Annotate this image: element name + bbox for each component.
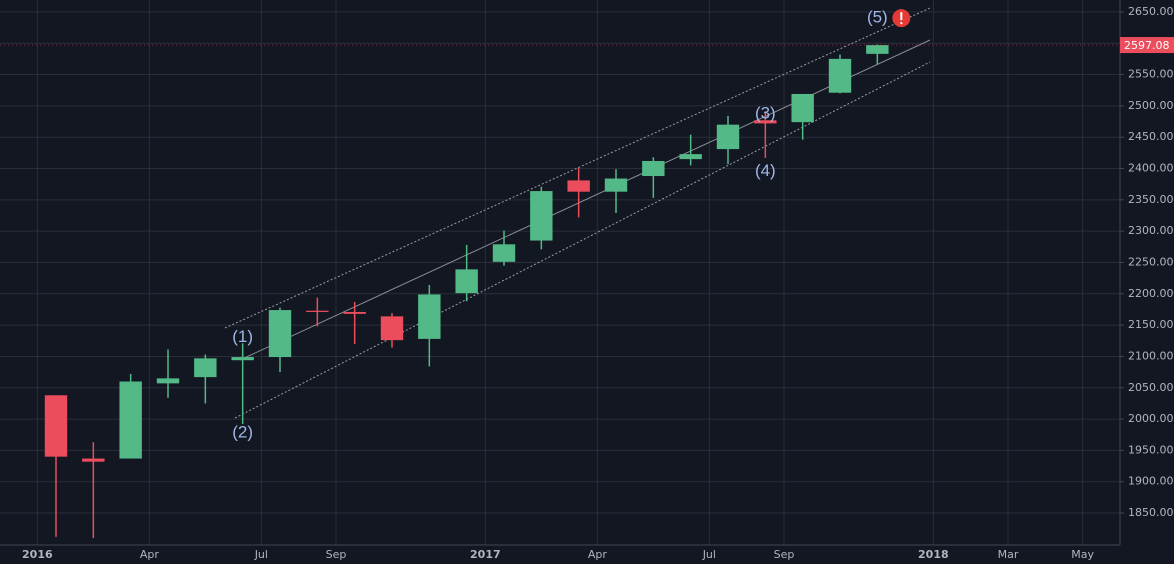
- x-tick-label: Jul: [702, 548, 716, 561]
- candle-body: [791, 93, 814, 123]
- y-tick-label: 2250.00: [1128, 255, 1174, 268]
- wave-label: (1): [232, 327, 253, 346]
- y-tick-label: 2400.00: [1128, 162, 1174, 175]
- y-tick-label: 2350.00: [1128, 193, 1174, 206]
- grid: [0, 0, 1120, 545]
- y-tick-label: 2100.00: [1128, 349, 1174, 362]
- candle-body: [828, 58, 852, 93]
- y-tick-label: 1950.00: [1128, 443, 1174, 456]
- candle-body: [231, 357, 254, 361]
- candle-body: [156, 378, 180, 384]
- candle-body: [754, 120, 777, 124]
- y-tick-label: 1900.00: [1128, 475, 1174, 488]
- alert-icon-dot: [900, 22, 903, 25]
- candle-body: [866, 45, 889, 54]
- candle-body: [530, 191, 553, 241]
- x-tick-label: 2018: [918, 548, 949, 561]
- candle-body: [492, 244, 516, 262]
- candle-body: [567, 180, 590, 192]
- alert-icon-mark: [900, 12, 903, 21]
- candles: [44, 44, 889, 539]
- x-tick-label: Jul: [254, 548, 268, 561]
- candle-body: [418, 294, 441, 339]
- y-tick-label: 2150.00: [1128, 318, 1174, 331]
- x-tick-label: Sep: [774, 548, 795, 561]
- candle-body: [455, 269, 478, 294]
- wave-label: (5): [867, 8, 888, 27]
- x-tick-label: May: [1071, 548, 1094, 561]
- y-tick-label: 2500.00: [1128, 99, 1174, 112]
- last-price-label: 2597.08: [1124, 39, 1170, 52]
- x-tick-label: 2017: [470, 548, 501, 561]
- x-tick-label: 2016: [22, 548, 53, 561]
- candle-body: [380, 316, 404, 341]
- channel-upper: [224, 7, 931, 329]
- candle-body: [194, 358, 217, 378]
- y-tick-label: 2300.00: [1128, 224, 1174, 237]
- candle-body: [679, 154, 702, 160]
- wave-label: (2): [232, 422, 253, 441]
- candle-body: [604, 178, 628, 192]
- y-tick-label: 2000.00: [1128, 412, 1174, 425]
- x-tick-label: Sep: [326, 548, 347, 561]
- candle-body: [716, 124, 740, 150]
- candle-body: [82, 458, 105, 462]
- y-tick-label: 2050.00: [1128, 381, 1174, 394]
- candle-body: [642, 160, 665, 177]
- candle-body: [268, 310, 292, 358]
- y-tick-label: 2650.00: [1128, 5, 1174, 18]
- candle-body: [44, 395, 68, 457]
- candle-body: [306, 310, 329, 312]
- y-tick-label: 2200.00: [1128, 287, 1174, 300]
- wave-label: (4): [755, 161, 776, 180]
- y-tick-label: 2450.00: [1128, 130, 1174, 143]
- y-tick-label: 2550.00: [1128, 68, 1174, 81]
- candle-body: [343, 311, 366, 314]
- x-tick-label: Apr: [140, 548, 160, 561]
- x-tick-label: Apr: [588, 548, 608, 561]
- candle-body: [119, 381, 142, 459]
- axes: 1850.00 1900.00 1950.00 2000.00 2050.00 2100.…: [0, 5, 1174, 561]
- wave-label: (3): [755, 103, 776, 122]
- annotations: (1) (2) (3) (4) (5): [232, 8, 911, 441]
- y-tick-label: 1850.00: [1128, 506, 1174, 519]
- x-tick-label: Mar: [998, 548, 1019, 561]
- last-price-tag: [1120, 37, 1174, 54]
